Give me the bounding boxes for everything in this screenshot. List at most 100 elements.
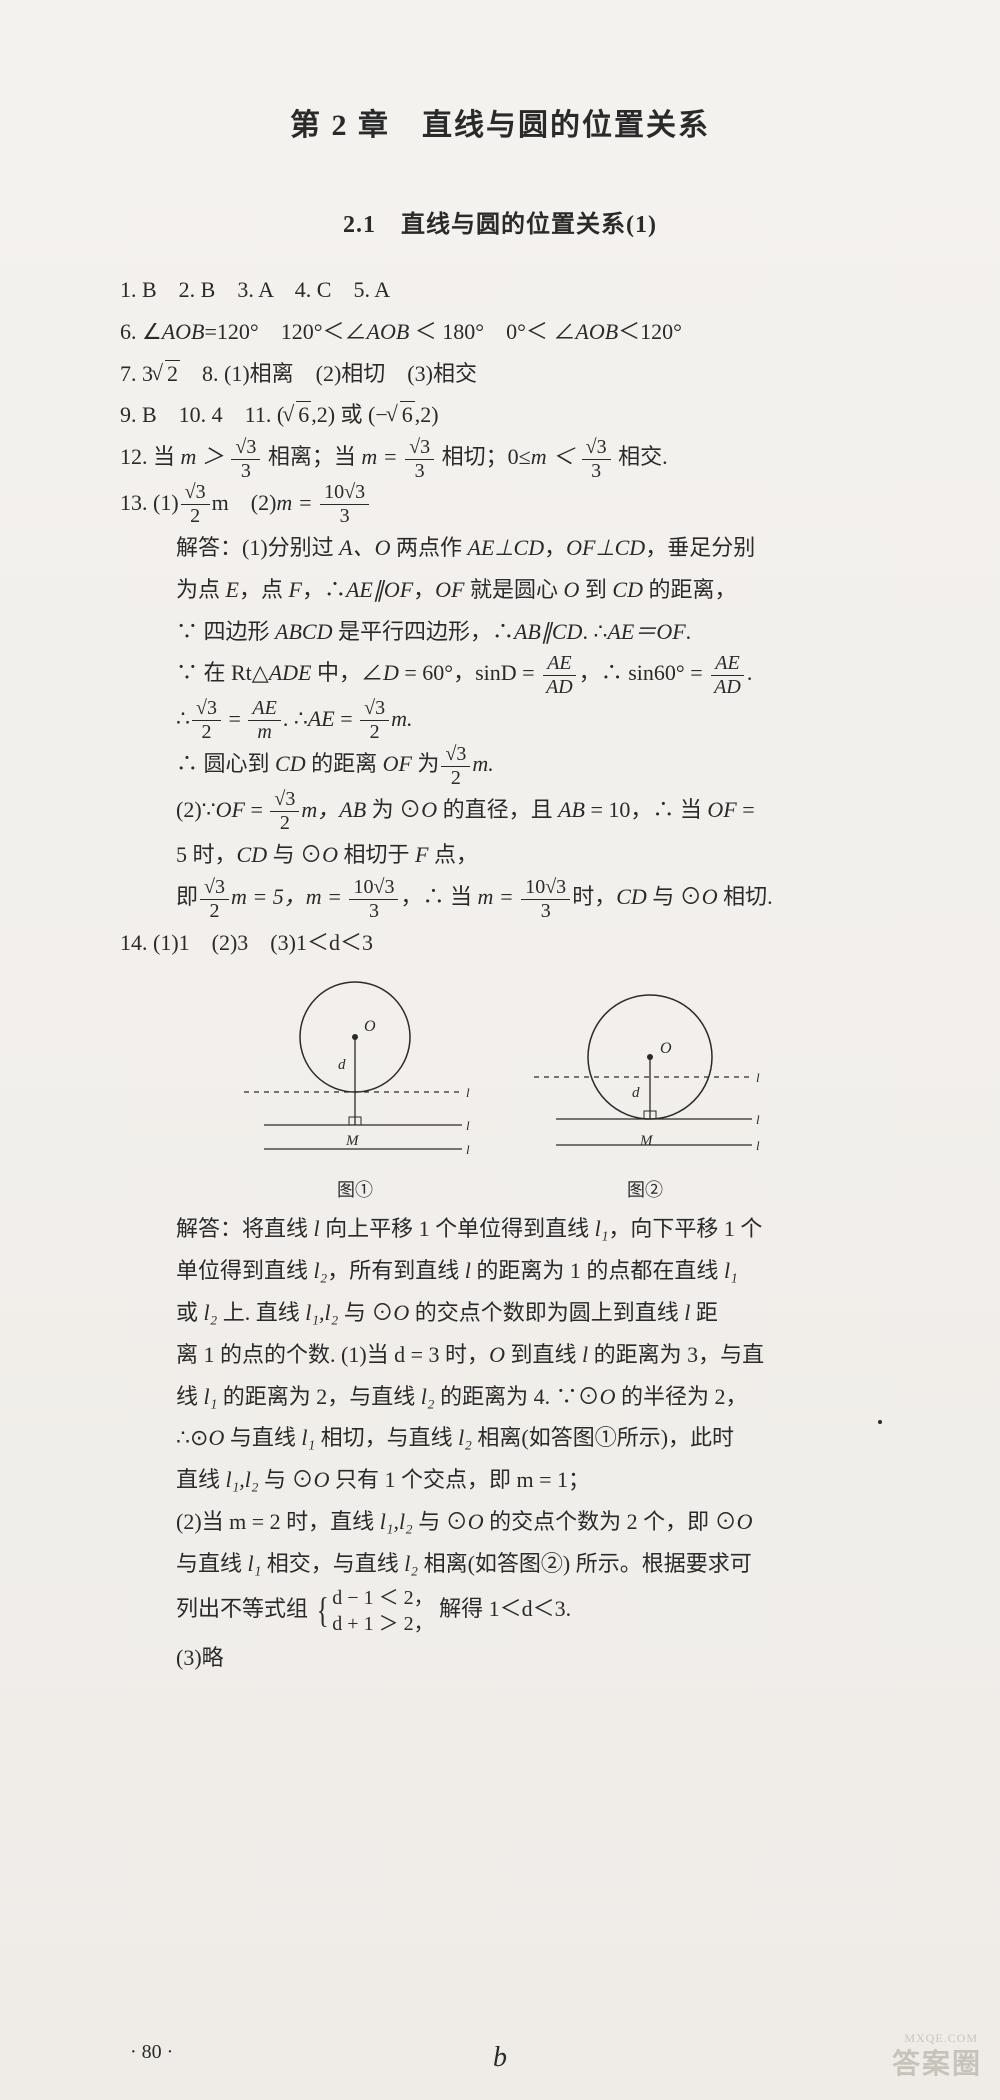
text: 的距离为 3，与直 <box>588 1342 764 1367</box>
sym: l₁ <box>248 1551 262 1576</box>
svg-text:l: l <box>466 1118 470 1133</box>
sym: l₁,l₂ <box>226 1467 259 1492</box>
text: 解得 1＜d＜3. <box>439 1596 571 1621</box>
text: 为 ⊙ <box>366 797 421 822</box>
text: 与直线 <box>176 1551 248 1576</box>
text: 8. (1)相离 (2)相切 (3)相交 <box>180 361 477 386</box>
text: m， <box>301 797 339 822</box>
text: 与 ⊙ <box>413 1509 468 1534</box>
text: 线 <box>176 1384 204 1409</box>
text: ∴ <box>176 706 190 731</box>
text: 点， <box>428 842 478 867</box>
q13-sol-7: (2)∵OF = √32m，AB 为 ⊙O 的直径，且 AB = 10，∴ 当 … <box>120 789 880 834</box>
text: 只有 1 个交点，即 m = 1； <box>329 1467 590 1492</box>
q14-sol-8: (2)当 m = 2 时，直线 l₁,l₂ 与 ⊙O 的交点个数为 2 个，即 … <box>120 1501 880 1543</box>
text: 的距离 <box>306 751 383 776</box>
frac-sqrt3-2: √32 <box>441 744 470 789</box>
sym: O <box>489 1342 505 1367</box>
text: ∵ 在 Rt△ <box>176 660 269 685</box>
sym: AE＝OF <box>607 619 685 644</box>
q14-sol-5: 线 l₁ 的距离为 2，与直线 l₂ 的距离为 4. ∵⊙O 的半径为 2， <box>120 1376 880 1418</box>
sym: O <box>421 797 437 822</box>
sym: AB <box>339 797 366 822</box>
frac-sqrt3-2: √32 <box>270 789 299 834</box>
text: 9. B 10. 4 11. ( <box>120 402 284 427</box>
q14-sol-7: 直线 l₁,l₂ 与 ⊙O 只有 1 个交点，即 m = 1； <box>120 1459 880 1501</box>
ineq-1: d − 1 ＜ 2， <box>332 1585 433 1611</box>
text: ，点 <box>239 577 289 602</box>
text: 相切，与直线 <box>315 1425 458 1450</box>
text: ,2) 或 (− <box>311 402 388 427</box>
text: 为点 <box>176 577 226 602</box>
sym-aob: AOB <box>367 319 410 344</box>
svg-text:d: d <box>338 1057 346 1073</box>
q14-sol-4: 离 1 的点的个数. (1)当 d = 3 时，O 到直线 l 的距离为 3，与… <box>120 1334 880 1376</box>
text: 相切于 <box>338 842 415 867</box>
text: 为 <box>412 751 440 776</box>
page: 第 2 章 直线与圆的位置关系 2.1 直线与圆的位置关系(1) 1. B 2.… <box>0 0 1000 2100</box>
text: 7. 3 <box>120 361 153 386</box>
sym: ABCD <box>275 619 332 644</box>
q14-sol-10: 列出不等式组 { d − 1 ＜ 2， d + 1 ＞ 2， 解得 1＜d＜3. <box>120 1585 880 1637</box>
sym: l₂ <box>404 1551 418 1576</box>
text: 相离(如答图①所示)，此时 <box>472 1425 734 1450</box>
sym: O <box>314 1467 330 1492</box>
inequality-system: d − 1 ＜ 2， d + 1 ＞ 2， <box>332 1585 433 1637</box>
text: . ∴ <box>582 619 607 644</box>
text: 与 ⊙ <box>267 842 322 867</box>
svg-text:l: l <box>756 1112 760 1127</box>
figure-1: l₁ll₂OdM <box>240 977 470 1167</box>
text: . <box>686 619 692 644</box>
text: 的距离为 1 的点都在直线 <box>471 1258 724 1283</box>
q14-sol-2: 单位得到直线 l₂，所有到直线 l 的距离为 1 的点都在直线 l₁ <box>120 1250 880 1292</box>
sym-aob: AOB <box>575 319 618 344</box>
text: 的距离为 2，与直线 <box>217 1384 421 1409</box>
svg-text:M: M <box>639 1133 654 1149</box>
sym: CD <box>237 842 268 867</box>
frac-sqrt3-2: √32 <box>181 482 210 527</box>
sym: l₂ <box>458 1425 472 1450</box>
text: 两点作 <box>390 535 467 560</box>
svg-text:l₁: l₁ <box>756 1070 760 1085</box>
sym: E <box>226 577 239 602</box>
text: 即 <box>176 884 198 909</box>
sym: OF <box>707 797 736 822</box>
text: ，∴ <box>302 577 346 602</box>
sym: O <box>600 1384 616 1409</box>
q14-sol-6: ∴⊙O 与直线 l₁ 相切，与直线 l₂ 相离(如答图①所示)，此时 <box>120 1417 880 1459</box>
text: . ∴ <box>283 706 308 731</box>
figure-2-wrap: l₁ll₂OdM 图② <box>530 977 760 1202</box>
text: 是平行四边形，∴ <box>332 619 514 644</box>
sym: AE⊥CD <box>468 535 545 560</box>
answer-6: 6. ∠AOB=120° 120°＜∠AOB ＜ 180° 0°＜ ∠AOB＜1… <box>120 311 880 353</box>
text: 相切. <box>718 884 773 909</box>
figure-1-wrap: l₁ll₂OdM 图① <box>240 977 470 1202</box>
text: 直线 <box>176 1467 226 1492</box>
svg-text:M: M <box>345 1133 360 1149</box>
sym: OF <box>435 577 464 602</box>
sym: O <box>208 1425 224 1450</box>
frac-sqrt3-3: √33 <box>231 437 260 482</box>
q13-sol-1: 解答：(1)分别过 A、O 两点作 AE⊥CD，OF⊥CD，垂足分别 <box>120 527 880 569</box>
m-lt: m ＜ <box>531 444 580 469</box>
figure-2-caption: 图② <box>530 1176 760 1202</box>
text: ，向下平移 1 个 <box>608 1216 762 1241</box>
q14-sol-11: (3)略 <box>120 1637 880 1679</box>
sqrt-2: 2 <box>153 353 180 395</box>
q13-sol-2: 为点 E，点 F，∴AE∥OF，OF 就是圆心 O 到 CD 的距离， <box>120 569 880 611</box>
text: 的半径为 2， <box>615 1384 747 1409</box>
text: = <box>223 706 246 731</box>
sym: O <box>322 842 338 867</box>
sym: l₁ <box>595 1216 609 1241</box>
answer-13: 13. (1)√32m (2)m = 10√33 <box>120 482 880 527</box>
sym: OF⊥CD <box>566 535 645 560</box>
text: = <box>335 706 358 731</box>
sym: l₁,l₂ <box>305 1300 338 1325</box>
svg-text:l₁: l₁ <box>466 1085 470 1100</box>
svg-text:l₂: l₂ <box>466 1142 470 1157</box>
sym: l₁ <box>204 1384 218 1409</box>
text: = 60°，sinD = <box>399 660 540 685</box>
text: 距 <box>690 1300 718 1325</box>
frac-ae-ad: AEAD <box>542 653 577 698</box>
sym: AB∥CD <box>514 619 582 644</box>
